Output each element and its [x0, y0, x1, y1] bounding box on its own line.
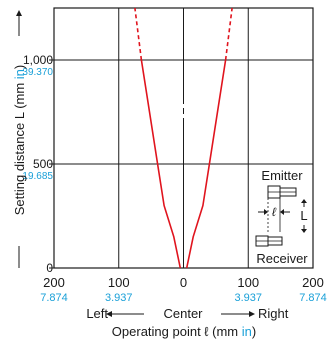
center-label: Center: [163, 306, 203, 321]
series-extension-left: [134, 7, 143, 61]
x-tick-label-inch: 3.937: [234, 292, 262, 304]
emitter-icon: [267, 185, 297, 199]
x-axis-label: Operating point ℓ (mm in): [112, 324, 256, 339]
series-line-right: [185, 59, 227, 269]
series-extension-right: [224, 7, 233, 61]
x-tick-label: 100: [237, 275, 259, 290]
y-tick-label: 500: [33, 157, 53, 171]
x-tick-label-inch: 7.874: [299, 292, 327, 304]
y-axis-label: Setting distance L (mm in): [12, 10, 27, 268]
x-tick-label: 200: [302, 275, 324, 290]
series-line-left: [140, 59, 182, 269]
y-tick-label: 1,000: [23, 53, 53, 67]
direction-labels: Left Center Right: [86, 306, 288, 321]
x-tick-label-inch: 3.937: [105, 292, 133, 304]
x-tick-label: 200: [43, 275, 65, 290]
x-tick-label: 100: [108, 275, 130, 290]
svg-text:Setting distance L (mm in): Setting distance L (mm in): [12, 65, 27, 216]
left-label: Left: [86, 306, 108, 321]
y-tick-label: 0: [46, 261, 53, 275]
y-tick-label-inch: 19.685: [22, 171, 53, 182]
series-layer: [134, 7, 233, 269]
L-symbol: L: [300, 208, 307, 223]
emitter-label: Emitter: [261, 168, 303, 183]
receiver-label: Receiver: [256, 251, 308, 266]
right-label: Right: [258, 306, 289, 321]
plot-frame: [53, 7, 314, 269]
tick-layer: 200 7.874 100 3.937 0 100 3.937 200 7.874 0 50019.…: [22, 53, 326, 304]
y-tick-label-inch: 39.370: [22, 67, 53, 78]
sensor-inset: Emitter ℓ L Receiver: [252, 168, 312, 266]
x-tick-label: 0: [180, 275, 187, 290]
receiver-icon: [255, 235, 283, 247]
l-symbol: ℓ: [272, 205, 277, 219]
x-tick-label-inch: 7.874: [40, 292, 68, 304]
grid-layer: [54, 8, 313, 268]
